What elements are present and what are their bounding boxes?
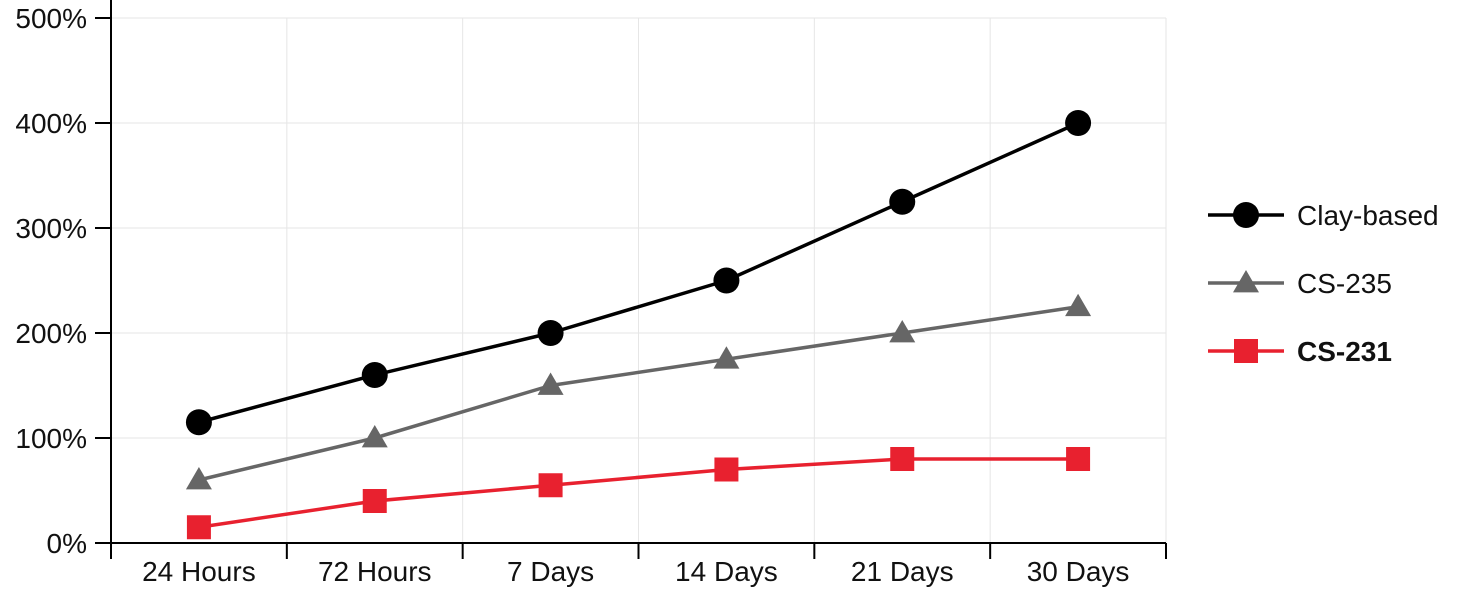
legend: Clay-based CS-235 CS-231: [1208, 200, 1439, 367]
data-point-clay-based: [361, 362, 388, 388]
y-axis-ticks: 0% 100% 200% 300% 400% 500%: [15, 3, 111, 559]
legend-label-clay-based: Clay-based: [1297, 200, 1439, 231]
data-point-cs-235: [361, 425, 388, 448]
legend-marker-cs-235: [1233, 270, 1259, 293]
x-tick-label: 21 Days: [851, 556, 954, 587]
x-tick-label: 14 Days: [675, 556, 778, 587]
series-line-cs-235: [198, 305, 1079, 482]
y-tick-label: 500%: [15, 3, 87, 34]
data-point-cs-231: [890, 447, 915, 471]
x-axis-ticks: 24 Hours 72 Hours 7 Days 14 Days 21 Days 30 D…: [110, 543, 1167, 587]
data-point-cs-231: [714, 457, 739, 482]
data-point-cs-235: [1065, 293, 1092, 317]
legend-marker-cs-231: [1234, 339, 1258, 363]
x-tick-label: 72 Hours: [318, 556, 432, 587]
data-point-cs-231: [362, 489, 387, 513]
y-tick-label: 300%: [15, 213, 87, 244]
x-tick-label: 30 Days: [1027, 556, 1130, 587]
data-point-cs-231: [1066, 447, 1091, 471]
data-point-clay-based: [185, 409, 212, 436]
x-tick-label: 7 Days: [507, 556, 594, 587]
data-point-cs-235: [889, 320, 916, 343]
y-tick-label: 100%: [15, 423, 87, 454]
data-point-cs-235: [537, 372, 564, 395]
series-line-cs-231: [198, 457, 1079, 529]
data-point-clay-based: [537, 320, 564, 346]
data-point-clay-based: [1065, 110, 1092, 136]
data-point-cs-235: [713, 346, 740, 369]
y-tick-label: 0%: [47, 528, 87, 559]
data-point-cs-235: [185, 467, 212, 490]
legend-label-cs-231: CS-231: [1297, 336, 1392, 367]
data-point-clay-based: [713, 267, 740, 294]
y-tick-label: 400%: [15, 108, 87, 139]
legend-label-cs-235: CS-235: [1297, 268, 1392, 299]
data-point-clay-based: [889, 188, 916, 215]
x-tick-label: 24 Hours: [142, 556, 256, 587]
grid: [111, 17, 1167, 543]
data-point-cs-231: [538, 473, 563, 498]
legend-marker-clay-based: [1233, 202, 1259, 228]
data-point-cs-231: [186, 515, 211, 540]
series-layer: [185, 110, 1092, 540]
y-tick-label: 200%: [15, 318, 87, 349]
series-line-clay-based: [198, 121, 1079, 424]
